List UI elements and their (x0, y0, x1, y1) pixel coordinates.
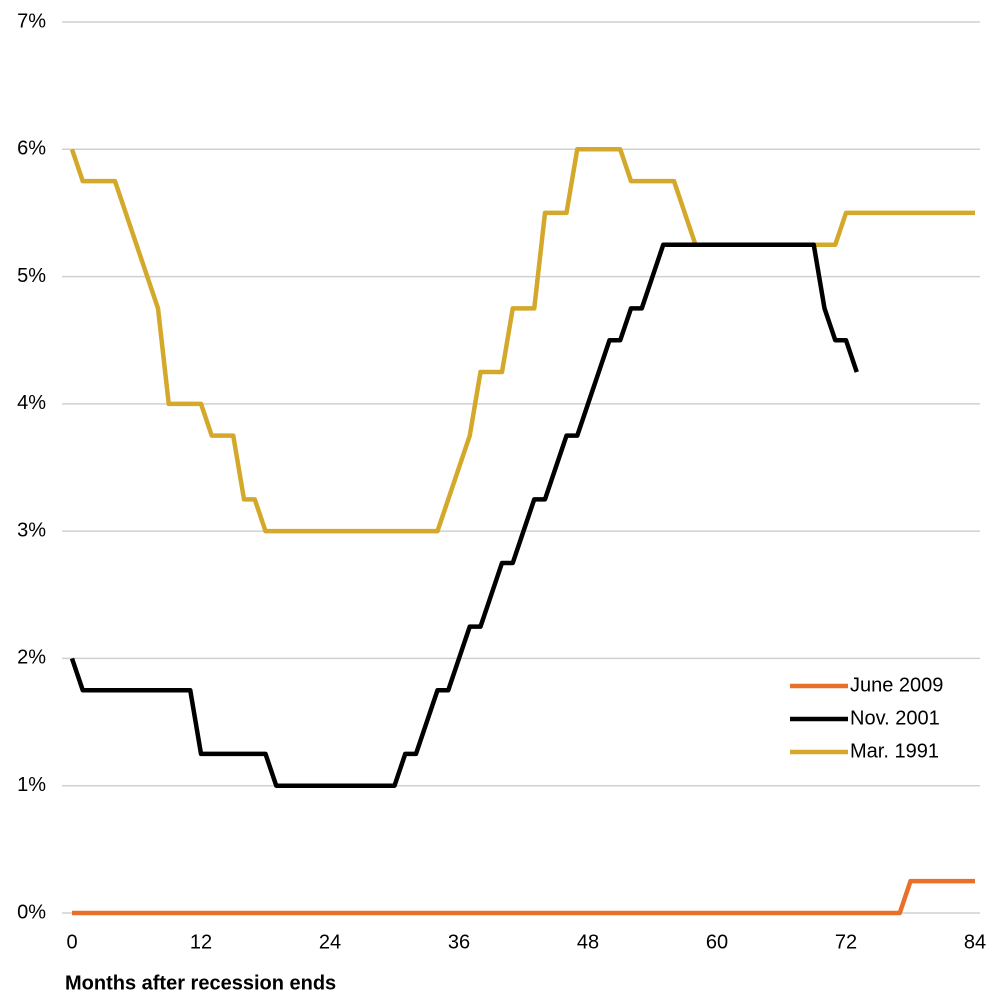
x-tick-label: 48 (577, 931, 599, 953)
y-tick-label: 3% (17, 519, 46, 541)
x-tick-label: 24 (319, 931, 341, 953)
y-tick-label: 1% (17, 774, 46, 796)
x-tick-label: 12 (190, 931, 212, 953)
legend-label: Nov. 2001 (850, 707, 940, 729)
y-tick-label: 6% (17, 138, 46, 160)
x-tick-label: 60 (706, 931, 728, 953)
x-axis-title: Months after recession ends (65, 972, 336, 994)
x-tick-label: 0 (66, 931, 77, 953)
y-tick-label: 5% (17, 265, 46, 287)
x-tick-label: 84 (964, 931, 986, 953)
x-tick-label: 72 (835, 931, 857, 953)
legend-label: June 2009 (850, 674, 943, 696)
y-tick-label: 0% (17, 901, 46, 923)
y-tick-label: 7% (17, 10, 46, 32)
line-series (69, 147, 975, 534)
legend-label: Mar. 1991 (850, 740, 939, 762)
x-tick-label: 36 (448, 931, 470, 953)
line-series (72, 878, 975, 916)
y-tick-label: 2% (17, 647, 46, 669)
line-series (69, 242, 859, 788)
y-tick-label: 4% (17, 392, 46, 414)
